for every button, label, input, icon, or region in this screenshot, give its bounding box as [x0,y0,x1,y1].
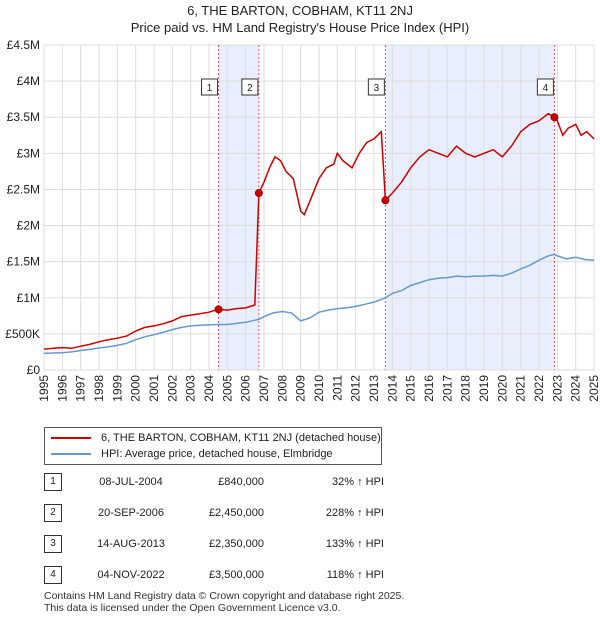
sale-marker-label: 3 [374,83,380,94]
sale-marker-box [536,78,554,96]
sale-hpi-change: 228% ↑ HPI [325,507,384,519]
x-tick-label: 1997 [74,375,88,402]
x-tick-label: 2008 [275,375,289,402]
sale-hpi-change: 118% ↑ HPI [326,569,384,581]
y-tick-label: £500K [5,327,40,341]
sale-marker-box [367,78,385,96]
x-tick-label: 2019 [477,375,491,402]
x-tick-label: 2015 [404,375,418,402]
x-tick-label: 2025 [587,375,600,402]
sale-number-badge: 2 [44,504,62,522]
x-tick-label: 2006 [239,375,253,402]
y-tick-label: £2.5M [7,182,40,196]
legend-item-property: 6, THE BARTON, COBHAM, KT11 2NJ (detache… [51,430,381,446]
sale-date: 08-JUL-2004 [99,476,163,488]
hpi-series-line [43,253,595,355]
x-tick-label: 2013 [367,375,381,402]
legend-label-property: 6, THE BARTON, COBHAM, KT11 2NJ (detache… [101,432,381,444]
sale-number-badge: 4 [44,566,62,584]
x-tick-label: 1998 [92,375,106,402]
sale-marker-label: 1 [207,83,213,94]
x-tick-label: 2011 [330,375,344,401]
x-tick-label: 1999 [110,375,124,402]
x-tick-label: 2003 [184,375,198,402]
y-tick-label: £3.5M [7,110,40,124]
y-tick-label: £1.5M [7,255,40,269]
sale-point [550,113,559,122]
sale-price: £2,450,000 [208,507,264,519]
sale-marker-box [241,78,259,96]
sale-row: 4 04-NOV-2022 £3,500,000 118% ↑ HPI [44,566,544,584]
property-series-line [43,112,595,350]
y-tick-label: £1M [17,291,40,305]
x-tick-label: 2010 [312,375,326,402]
x-tick-label: 2001 [147,375,161,402]
y-tick-label: £2M [17,219,40,233]
x-tick-label: 2016 [422,375,436,402]
y-tick-label: £3M [17,146,40,160]
x-tick-label: 1995 [37,375,51,402]
y-tick-label: £0 [27,363,41,377]
x-tick-label: 2020 [495,375,509,402]
chart-title: 6, THE BARTON, COBHAM, KT11 2NJ [187,3,413,18]
x-tick-label: 2004 [202,375,216,402]
x-tick-label: 2017 [440,375,454,402]
x-tick-label: 2012 [349,375,363,402]
x-tick-label: 1996 [55,375,69,402]
legend-label-hpi: HPI: Average price, detached house, Elmb… [101,448,333,460]
sale-hpi-change: 32% ↑ HPI [332,476,384,488]
chart-subtitle: Price paid vs. HM Land Registry's House … [130,20,470,35]
sale-price: £2,350,000 [208,538,264,550]
price-chart: 1 2 3 4 £0 £500K £1M £1.5M £2M £2.5M £3M £3.5M £4M £4… [5,38,600,402]
x-tick-label: 2021 [514,375,528,402]
x-tick-label: 2007 [257,375,271,402]
sale-marker-box [201,78,219,96]
legend-swatch-property [51,437,91,439]
sale-date: 04-NOV-2022 [97,569,165,581]
sale-hpi-change: 133% ↑ HPI [325,538,384,550]
footer-copyright: Contains HM Land Registry data © Crown c… [44,590,405,602]
x-tick-label: 2014 [385,375,399,402]
sale-price: £840,000 [218,476,264,488]
shaded-region [218,45,259,370]
sale-row: 1 08-JUL-2004 £840,000 32% ↑ HPI [44,473,544,491]
x-tick-label: 2009 [294,375,308,402]
x-tick-label: 2023 [550,375,564,402]
legend-swatch-hpi [51,453,91,455]
sale-number-badge: 3 [44,535,62,553]
footer-licence: This data is licensed under the Open Gov… [44,602,341,614]
legend-item-hpi: HPI: Average price, detached house, Elmb… [51,446,333,462]
sale-row: 3 14-AUG-2013 £2,350,000 133% ↑ HPI [44,535,544,553]
sale-point [214,305,223,314]
x-tick-label: 2022 [532,375,546,402]
legend: 6, THE BARTON, COBHAM, KT11 2NJ (detache… [44,427,382,465]
x-tick-label: 2000 [129,375,143,402]
y-tick-label: £4M [17,74,40,88]
x-tick-label: 2002 [165,375,179,402]
sale-number-badge: 1 [44,473,62,491]
x-tick-label: 2024 [569,375,583,402]
shaded-region [385,45,555,370]
sale-point [254,189,263,198]
footer-attribution: Contains HM Land Registry data © Crown c… [44,590,404,614]
sale-date: 20-SEP-2006 [97,507,165,519]
x-tick-label: 2018 [459,375,473,402]
sale-price: £3,500,000 [208,569,264,581]
sale-point [381,196,390,205]
sale-row: 2 20-SEP-2006 £2,450,000 228% ↑ HPI [44,504,544,522]
sale-marker-label: 2 [247,83,253,94]
x-tick-label: 2005 [220,375,234,402]
sale-date: 14-AUG-2013 [97,538,165,550]
sale-marker-label: 4 [543,83,549,94]
y-tick-label: £4.5M [7,38,40,52]
